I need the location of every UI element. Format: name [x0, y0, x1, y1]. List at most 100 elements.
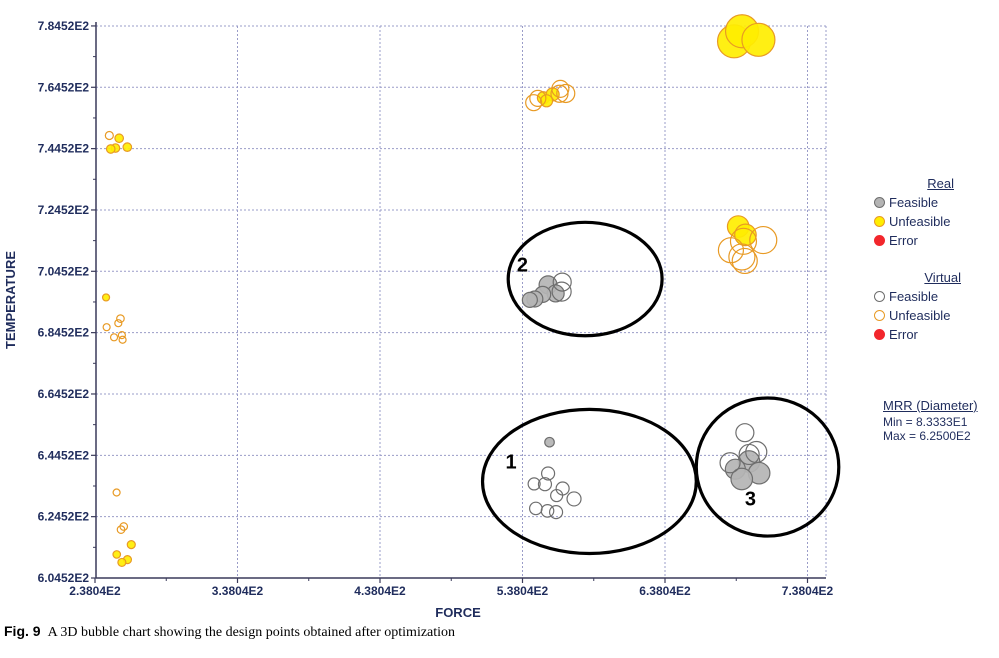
bubble-virtual-unfeasible: [729, 227, 758, 255]
bubble-real-unfeasible: [114, 133, 125, 144]
bubble-real-feasible: [730, 467, 754, 491]
bubble-real-unfeasible: [117, 557, 127, 568]
mrr-max: Max = 6.2500E2: [883, 429, 971, 443]
y-tick-label: 6.8452E2: [38, 326, 90, 340]
legend-virtual-unfeasible: Unfeasible: [874, 306, 970, 325]
bubble-virtual-unfeasible: [731, 247, 758, 275]
y-tick-label: 7.2452E2: [38, 203, 90, 217]
bubble-virtual-unfeasible: [749, 225, 778, 255]
mrr-min: Min = 8.3333E1: [883, 415, 968, 429]
legend-label: Unfeasible: [889, 214, 951, 229]
figure-number: Fig. 9: [4, 623, 41, 639]
legend-virtual-feasible: Feasible: [874, 287, 970, 306]
bubble-real-feasible: [544, 436, 555, 448]
legend-virtual-error: Error: [874, 325, 970, 344]
x-tick-label: 3.3804E2: [212, 584, 264, 598]
real-feasible-marker-icon: [874, 197, 885, 208]
bubble-virtual-feasible: [735, 423, 755, 443]
cluster-3-ellipse: [694, 396, 841, 538]
legend-real: Real Feasible Unfeasible Error: [874, 176, 954, 250]
bubble-virtual-feasible: [528, 501, 543, 516]
cluster-1-ellipse: [480, 407, 698, 556]
bubble-virtual-unfeasible: [109, 333, 119, 342]
legend-label: Feasible: [889, 195, 939, 210]
bubble-virtual-feasible: [540, 466, 556, 481]
legend-real-error: Error: [874, 231, 954, 250]
legend-real-unfeasible: Unfeasible: [874, 212, 954, 231]
real-error-marker-icon: [874, 235, 885, 246]
bubble-virtual-feasible: [548, 505, 564, 520]
legend-virtual: Virtual Feasible Unfeasible Error: [874, 270, 970, 344]
bubble-virtual-unfeasible: [116, 525, 126, 534]
legend-label: Error: [889, 233, 918, 248]
x-axis-title: FORCE: [435, 605, 481, 620]
y-axis-title: TEMPERATURE: [3, 251, 18, 349]
figure-caption: Fig. 9 A 3D bubble chart showing the des…: [4, 623, 455, 641]
x-tick-label: 5.3804E2: [497, 584, 549, 598]
bubble-real-unfeasible: [101, 293, 111, 302]
bubble-virtual-feasible: [550, 488, 564, 503]
bubble-virtual-feasible: [551, 281, 572, 302]
bubble-real-unfeasible: [105, 144, 116, 154]
mrr-legend: MRR (Diameter) Min = 8.3333E1 Max = 6.25…: [883, 398, 978, 443]
x-tick-label: 6.3804E2: [639, 584, 691, 598]
bubble-real-unfeasible: [734, 223, 757, 247]
bubble-virtual-feasible: [537, 477, 553, 492]
bubble-virtual-unfeasible: [529, 89, 547, 107]
y-tick-label: 6.2452E2: [38, 510, 90, 524]
y-tick-label: 7.4452E2: [38, 142, 90, 156]
virtual-error-marker-icon: [874, 329, 885, 340]
bubble-virtual-unfeasible: [102, 323, 111, 332]
cluster-2-ellipse: [506, 220, 664, 338]
cluster-2-label: 2: [517, 254, 528, 276]
bubble-virtual-unfeasible: [104, 130, 114, 141]
y-tick-label: 7.8452E2: [38, 19, 90, 33]
legend-label: Error: [889, 327, 918, 342]
y-tick-label: 6.6452E2: [38, 387, 90, 401]
bubble-virtual-feasible: [552, 272, 572, 292]
bubble-virtual-feasible: [527, 477, 541, 491]
legend-virtual-heading: Virtual: [924, 270, 961, 285]
x-tick-label: 4.3804E2: [354, 584, 406, 598]
bubble-virtual-unfeasible: [114, 319, 123, 328]
data-points: [101, 14, 778, 568]
cluster-annotations: 1 2 3: [480, 220, 841, 556]
bubble-real-unfeasible: [112, 550, 122, 559]
bubble-virtual-unfeasible: [525, 94, 543, 112]
cluster-1-label: 1: [505, 451, 516, 473]
bubble-virtual-unfeasible: [728, 243, 756, 271]
bubble-virtual-unfeasible: [118, 335, 127, 344]
figure-caption-text: A 3D bubble chart showing the design poi…: [47, 625, 456, 640]
real-unfeasible-marker-icon: [874, 216, 885, 227]
bubble-virtual-feasible: [745, 440, 768, 464]
bubble-virtual-feasible: [540, 504, 555, 518]
cluster-3-label: 3: [745, 488, 756, 510]
y-tick-label: 7.0452E2: [38, 264, 90, 278]
bubble-virtual-feasible: [566, 491, 582, 507]
legend-label: Unfeasible: [889, 308, 951, 323]
bubble-real-unfeasible: [122, 142, 133, 152]
legend-real-heading: Real: [927, 176, 954, 191]
bubble-virtual-unfeasible: [116, 314, 125, 323]
virtual-unfeasible-marker-icon: [874, 310, 885, 321]
legend-real-feasible: Feasible: [874, 193, 954, 212]
legend-label: Feasible: [889, 289, 939, 304]
bubble-real-unfeasible: [126, 540, 136, 550]
x-tick-label: 2.3804E2: [69, 584, 121, 598]
y-tick-label: 7.6452E2: [38, 80, 90, 94]
bubble-real-feasible: [521, 291, 538, 308]
mrr-heading: MRR (Diameter): [883, 398, 978, 413]
bubble-virtual-unfeasible: [556, 83, 576, 104]
grid-lines: [96, 25, 827, 578]
bubble-virtual-unfeasible: [112, 488, 121, 497]
bubble-virtual-unfeasible: [717, 237, 745, 264]
bubble-virtual-unfeasible: [117, 331, 126, 340]
x-tick-label: 7.3804E2: [782, 584, 834, 598]
y-tick-label: 6.0452E2: [38, 571, 90, 585]
virtual-feasible-marker-icon: [874, 291, 885, 302]
bubble-virtual-feasible: [719, 452, 741, 474]
y-tick-label: 6.4452E2: [38, 448, 90, 462]
bubble-real-unfeasible: [741, 22, 776, 57]
bubble-virtual-unfeasible: [551, 79, 570, 98]
